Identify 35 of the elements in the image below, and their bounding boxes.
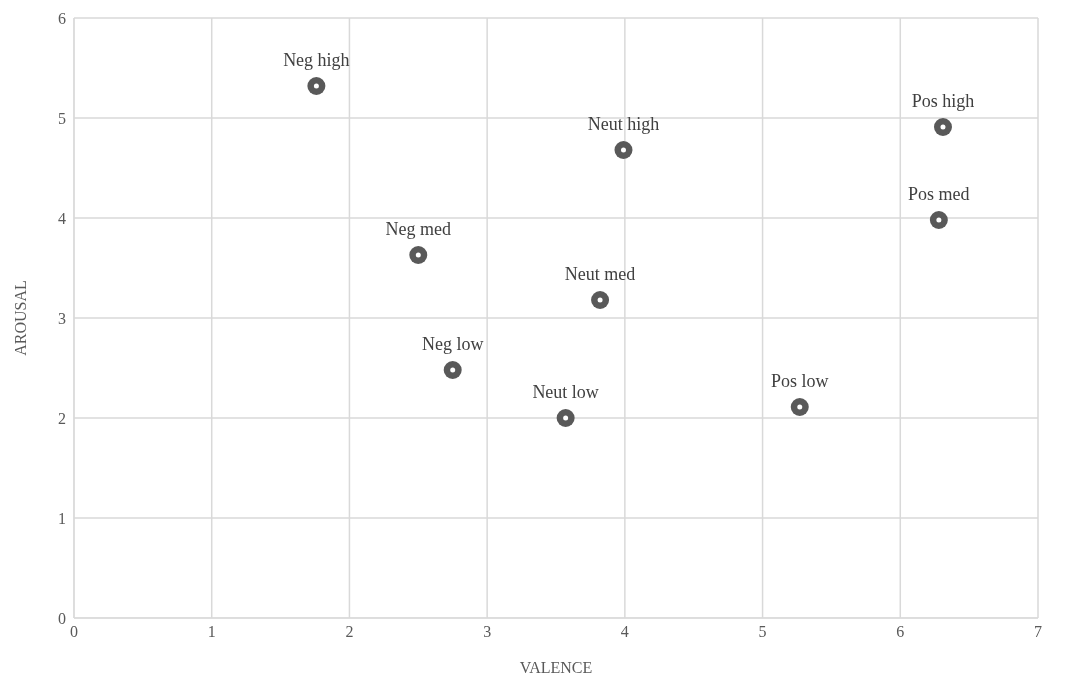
annotation: Neg low bbox=[421, 334, 484, 354]
y-tick-label: 2 bbox=[58, 409, 66, 427]
annotation: Neg med bbox=[385, 219, 452, 239]
x-tick-label: 2 bbox=[345, 623, 354, 641]
point bbox=[614, 141, 633, 159]
annotation: Pos low bbox=[771, 371, 829, 391]
point bbox=[307, 77, 326, 95]
annotation: Neut low bbox=[532, 382, 599, 402]
x-axis-title: VALENCE bbox=[519, 659, 593, 676]
y-axis-title: AROUSAL bbox=[11, 280, 29, 356]
point bbox=[591, 291, 610, 309]
point bbox=[409, 246, 428, 264]
y-tick-label: 0 bbox=[58, 609, 66, 627]
x-tick-label: 7 bbox=[1034, 623, 1042, 641]
x-tick-label: 4 bbox=[620, 623, 629, 641]
x-tick-label: 6 bbox=[896, 623, 905, 641]
x-tick-label: 0 bbox=[70, 623, 78, 641]
x-tick-label: 3 bbox=[483, 623, 492, 641]
point bbox=[443, 361, 462, 379]
x-tick-label: 1 bbox=[207, 623, 216, 641]
point bbox=[556, 409, 575, 427]
point bbox=[929, 211, 948, 229]
y-tick-label: 3 bbox=[58, 309, 66, 327]
y-tick-label: 1 bbox=[58, 509, 66, 527]
annotation: Pos med bbox=[908, 184, 970, 204]
annotation: Pos high bbox=[911, 91, 975, 111]
y-tick-label: 6 bbox=[58, 9, 66, 27]
annotation: Neut high bbox=[587, 114, 660, 134]
y-tick-label: 4 bbox=[58, 209, 66, 227]
y-tick-label: 5 bbox=[58, 109, 66, 127]
annotation: Neg high bbox=[283, 50, 350, 70]
point bbox=[933, 118, 952, 136]
point bbox=[790, 398, 809, 416]
annotation: Neut med bbox=[564, 264, 636, 284]
x-tick-label: 5 bbox=[758, 623, 767, 641]
